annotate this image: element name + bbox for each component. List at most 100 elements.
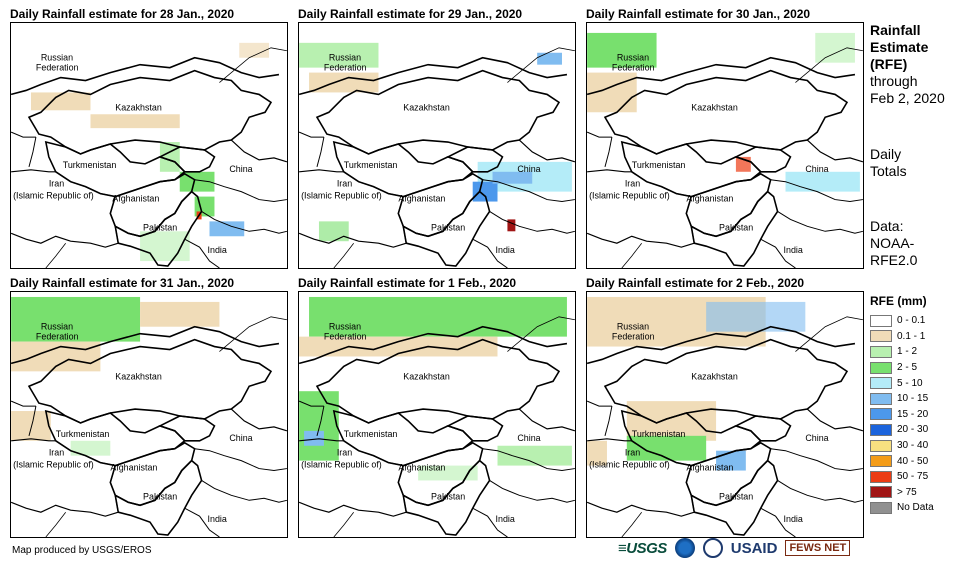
rainfall-map: Russian Federation Kazakhstan Turkmenist…	[298, 291, 576, 538]
map-credit: Map produced by USGS/EROS	[12, 545, 152, 556]
label-afghanistan: Afghanistan	[686, 194, 733, 204]
rain-overlay	[299, 42, 572, 242]
label-pakistan: Pakistan	[719, 491, 753, 501]
side-date: Feb 2, 2020	[870, 90, 945, 106]
label-china: China	[229, 164, 252, 174]
legend-swatch	[870, 314, 892, 327]
rainfall-map: Russian Federation Kazakhstan Turkmenist…	[10, 291, 288, 538]
rain-overlay	[587, 296, 806, 471]
data-source: Data: NOAA- RFE2.0	[870, 218, 917, 269]
label-pakistan: Pakistan	[431, 491, 465, 501]
daily-text: Totals	[870, 163, 907, 179]
daily-text: Daily	[870, 146, 902, 162]
label-india: India	[496, 514, 515, 524]
panel-title: Daily Rainfall estimate for 29 Jan., 202…	[298, 7, 523, 21]
label-china: China	[517, 164, 540, 174]
label-afghanistan: Afghanistan	[112, 194, 159, 204]
legend-item: > 75	[870, 485, 934, 501]
label-turkmenistan: Turkmenistan	[63, 160, 117, 170]
legend-item: 40 - 50	[870, 453, 934, 469]
legend-label: 0 - 0.1	[897, 315, 926, 327]
rfe-legend: RFE (mm) 0 - 0.1 0.1 - 1 1 - 2 2 - 5 5 - 10 1…	[870, 294, 934, 516]
label-iran: (Islamic Republic of)	[13, 460, 94, 470]
data-text: NOAA-	[870, 235, 915, 251]
side-title: Rainfall	[870, 22, 921, 38]
label-afghanistan: Afghanistan	[110, 463, 157, 473]
legend-label: 5 - 10	[897, 377, 923, 389]
label-india: India	[784, 514, 803, 524]
label-kazakhstan: Kazakhstan	[691, 102, 738, 112]
label-turkmenistan: Turkmenistan	[56, 429, 110, 439]
label-russia: Russian	[329, 322, 361, 332]
legend-swatch	[870, 392, 892, 405]
rain-overlay	[11, 296, 220, 456]
label-afghanistan: Afghanistan	[398, 194, 445, 204]
noaa-icon	[674, 538, 695, 558]
label-iran: Iran	[49, 448, 64, 458]
side-through: through	[870, 73, 918, 89]
label-russia: Russian	[329, 53, 361, 63]
legend-swatch	[870, 345, 892, 358]
label-iran: Iran	[625, 448, 640, 458]
data-text: RFE2.0	[870, 252, 918, 268]
label-india: India	[208, 245, 227, 255]
label-iran: Iran	[625, 179, 640, 189]
legend-swatch	[870, 470, 892, 483]
label-russia: Russian	[41, 53, 73, 63]
legend-label: 15 - 20	[897, 408, 929, 420]
legend-item: 1 - 2	[870, 344, 934, 360]
legend-item: 50 - 75	[870, 469, 934, 485]
daily-totals: Daily Totals	[870, 146, 907, 180]
label-russia: Russian	[617, 53, 649, 63]
label-pakistan: Pakistan	[431, 222, 465, 232]
usaid-seal-icon	[702, 538, 723, 558]
rainfall-map: Russian Federation Kazakhstan Turkmenist…	[10, 22, 288, 269]
rainfall-map: Russian Federation Kazakhstan Turkmenist…	[586, 291, 864, 538]
label-afghanistan: Afghanistan	[686, 463, 733, 473]
fews-net-logo: FEWS NET	[785, 540, 851, 556]
legend-swatch	[870, 361, 892, 374]
data-text: Data:	[870, 218, 904, 234]
legend-label: 10 - 15	[897, 393, 929, 405]
panel-title: Daily Rainfall estimate for 30 Jan., 202…	[586, 7, 811, 21]
legend-item: 0 - 0.1	[870, 313, 934, 329]
label-india: India	[784, 245, 803, 255]
label-russia: Federation	[612, 332, 655, 342]
label-kazakhstan: Kazakhstan	[403, 102, 450, 112]
label-pakistan: Pakistan	[143, 222, 177, 232]
legend-label: 30 - 40	[897, 440, 929, 452]
legend-item: 30 - 40	[870, 438, 934, 454]
legend-swatch	[870, 455, 892, 468]
legend-item: No Data	[870, 500, 934, 516]
label-kazakhstan: Kazakhstan	[403, 371, 450, 381]
label-russia: Federation	[36, 63, 79, 73]
panel-title: Daily Rainfall estimate for 31 Jan., 202…	[10, 276, 235, 290]
label-russia: Federation	[36, 332, 79, 342]
label-afghanistan: Afghanistan	[398, 463, 445, 473]
label-iran: (Islamic Republic of)	[301, 460, 382, 470]
label-iran: (Islamic Republic of)	[589, 191, 670, 201]
rain-overlay	[299, 296, 572, 481]
label-russia: Federation	[324, 63, 367, 73]
label-china: China	[229, 433, 252, 443]
label-iran: Iran	[49, 179, 64, 189]
label-kazakhstan: Kazakhstan	[691, 371, 738, 381]
label-iran: (Islamic Republic of)	[589, 460, 670, 470]
legend-swatch	[870, 501, 892, 514]
legend-label: 0.1 - 1	[897, 330, 926, 342]
rfe-description: Rainfall Estimate (RFE) through Feb 2, 2…	[870, 22, 945, 107]
label-russia: Russian	[41, 322, 73, 332]
label-iran: Iran	[337, 448, 352, 458]
legend-item: 20 - 30	[870, 422, 934, 438]
label-russia: Federation	[612, 63, 655, 73]
label-iran: (Islamic Republic of)	[13, 191, 94, 201]
label-pakistan: Pakistan	[143, 491, 177, 501]
side-title: (RFE)	[870, 56, 908, 72]
label-india: India	[208, 514, 227, 524]
label-russia: Russian	[617, 322, 649, 332]
legend-label: 1 - 2	[897, 346, 918, 358]
legend-swatch	[870, 439, 892, 452]
label-india: India	[496, 245, 515, 255]
agency-logos: ≡USGS USAID FEWS NET	[618, 538, 851, 558]
legend-item: 0.1 - 1	[870, 329, 934, 345]
